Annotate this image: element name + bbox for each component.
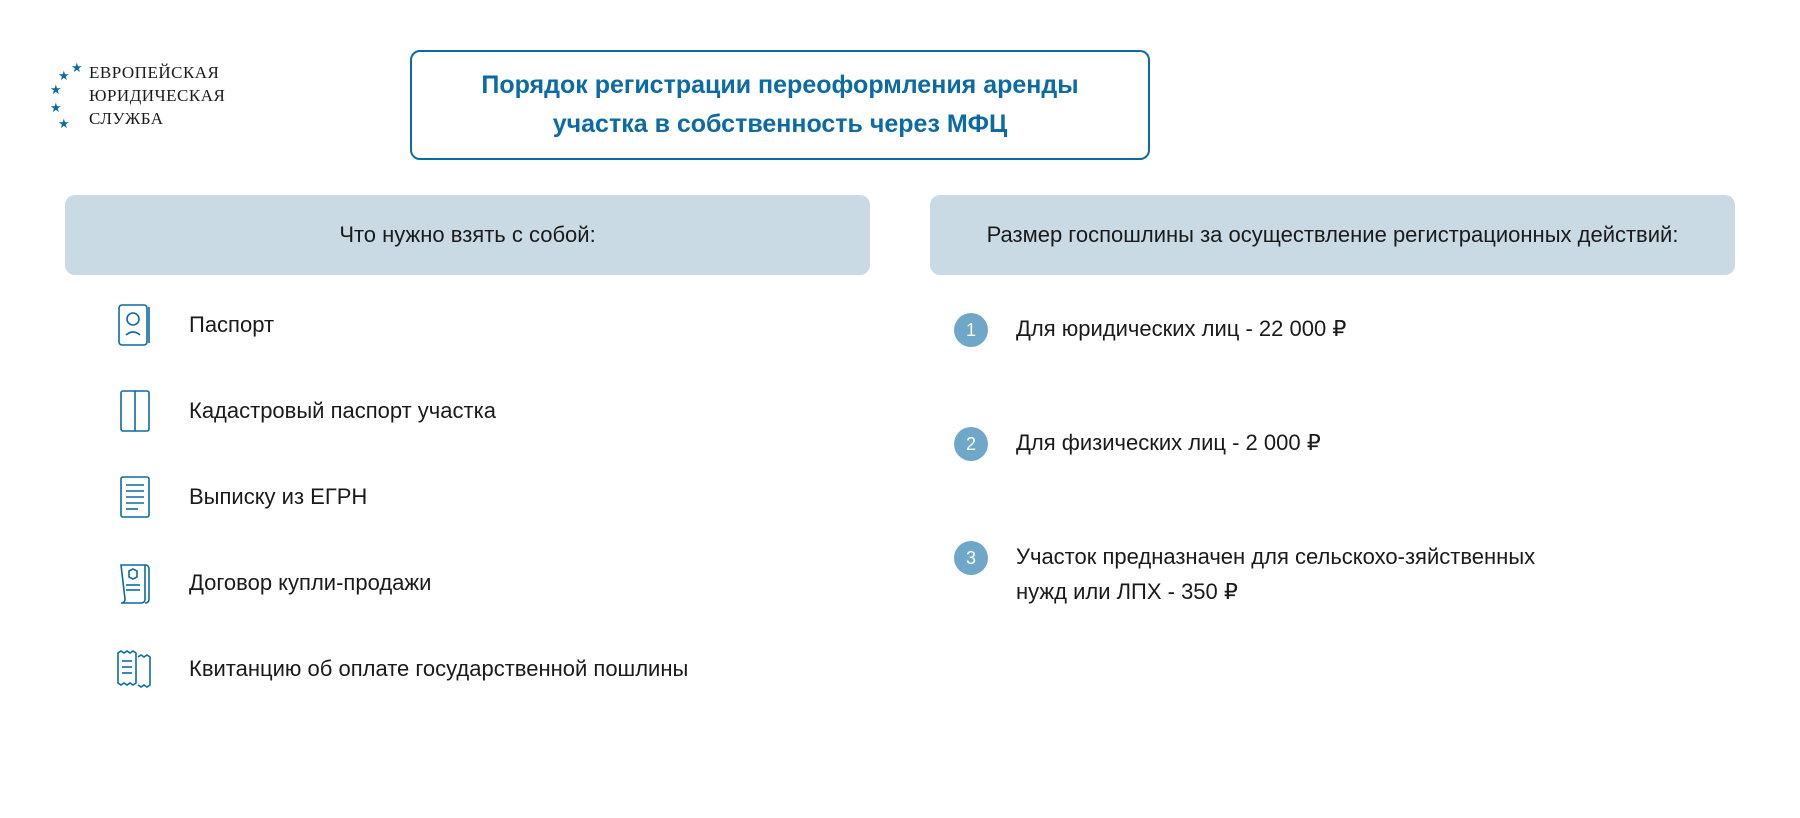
- item-label: Кадастровый паспорт участка: [189, 394, 496, 428]
- logo-line-1: ЕВРОПЕЙСКАЯ: [89, 62, 225, 85]
- logo-line-3: СЛУЖБА: [89, 108, 225, 131]
- right-column: Размер госпошлины за осуществление регис…: [930, 195, 1735, 733]
- right-header: Размер госпошлины за осуществление регис…: [930, 195, 1735, 275]
- document-blank-icon: [113, 389, 157, 433]
- item-label: Договор купли-продажи: [189, 566, 431, 600]
- fee-label: Для физических лиц - 2 000 ₽: [1016, 425, 1321, 460]
- list-item: Кадастровый паспорт участка: [113, 389, 870, 433]
- fee-item: 2 Для физических лиц - 2 000 ₽: [954, 425, 1735, 461]
- fee-number-badge: 2: [954, 427, 988, 461]
- columns: Что нужно взять с собой: Паспорт: [65, 195, 1735, 733]
- document-lines-icon: [113, 475, 157, 519]
- list-item: Квитанцию об оплате государственной пошл…: [113, 647, 870, 691]
- left-column: Что нужно взять с собой: Паспорт: [65, 195, 870, 733]
- fee-number-badge: 1: [954, 313, 988, 347]
- item-label: Квитанцию об оплате государственной пошл…: [189, 652, 688, 686]
- fee-item: 3 Участок предназначен для сельскохо-зяй…: [954, 539, 1735, 609]
- receipt-icon: [113, 647, 157, 691]
- list-item: Паспорт: [113, 303, 870, 347]
- item-label: Паспорт: [189, 308, 274, 342]
- list-item: Договор купли-продажи: [113, 561, 870, 605]
- logo-text: ЕВРОПЕЙСКАЯ ЮРИДИЧЕСКАЯ СЛУЖБА: [89, 62, 225, 131]
- fee-label: Для юридических лиц - 22 000 ₽: [1016, 311, 1346, 346]
- fee-label: Участок предназначен для сельскохо-зяйст…: [1016, 539, 1576, 609]
- list-item: Выписку из ЕГРН: [113, 475, 870, 519]
- brand-logo: ★ ★ ★ ★ ★ ЕВРОПЕЙСКАЯ ЮРИДИЧЕСКАЯ СЛУЖБА: [55, 62, 225, 132]
- fee-number-badge: 3: [954, 541, 988, 575]
- page-title: Порядок регистрации переоформления аренд…: [440, 66, 1120, 144]
- logo-stars: ★ ★ ★ ★ ★: [55, 62, 85, 132]
- item-label: Выписку из ЕГРН: [189, 480, 367, 514]
- fee-item: 1 Для юридических лиц - 22 000 ₽: [954, 311, 1735, 347]
- title-box: Порядок регистрации переоформления аренд…: [410, 50, 1150, 160]
- logo-line-2: ЮРИДИЧЕСКАЯ: [89, 85, 225, 108]
- left-items: Паспорт Кадастровый паспорт участка: [65, 303, 870, 691]
- fee-list: 1 Для юридических лиц - 22 000 ₽ 2 Для ф…: [930, 311, 1735, 609]
- passport-icon: [113, 303, 157, 347]
- contract-icon: [113, 561, 157, 605]
- left-header: Что нужно взять с собой:: [65, 195, 870, 275]
